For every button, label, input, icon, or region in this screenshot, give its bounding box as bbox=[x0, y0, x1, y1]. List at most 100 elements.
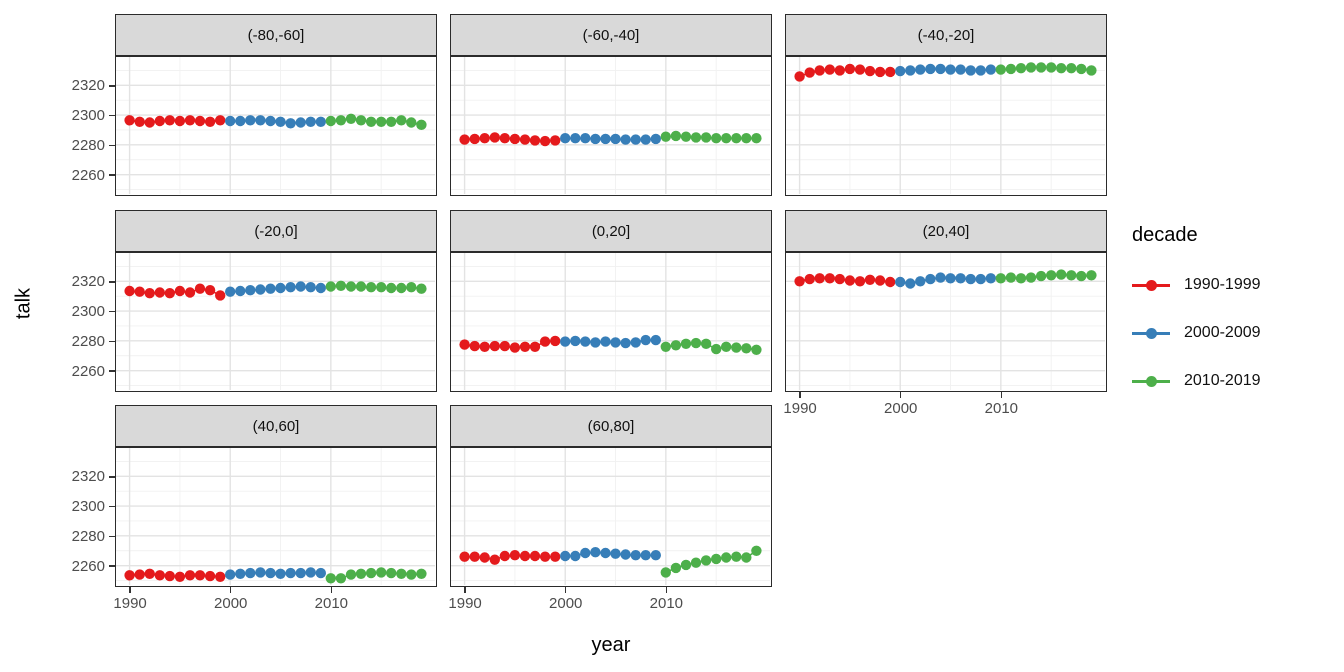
legend-entry-1990s: 1990-1999 bbox=[1132, 275, 1337, 295]
data-point bbox=[550, 135, 561, 146]
data-point bbox=[345, 281, 357, 292]
data-point bbox=[144, 568, 155, 579]
data-point bbox=[741, 552, 752, 563]
y-tick-label: 2260 bbox=[71, 557, 105, 575]
data-point bbox=[194, 570, 206, 581]
data-point bbox=[905, 65, 916, 76]
data-point bbox=[975, 273, 986, 285]
data-point bbox=[325, 281, 336, 292]
data-point bbox=[630, 550, 641, 561]
data-point bbox=[864, 65, 876, 77]
data-point bbox=[255, 115, 266, 126]
x-tick-mark bbox=[564, 587, 567, 593]
data-point bbox=[499, 550, 510, 562]
legend-entry-2000s: 2000-2009 bbox=[1132, 323, 1337, 343]
y-tick-mark bbox=[109, 174, 115, 176]
data-point bbox=[1046, 62, 1057, 73]
data-point bbox=[325, 115, 336, 127]
x-axis-title: year bbox=[591, 634, 631, 656]
data-point bbox=[650, 334, 661, 346]
data-point bbox=[396, 568, 407, 579]
data-point bbox=[134, 569, 145, 580]
data-point bbox=[580, 133, 591, 144]
facet-strip: (60,80] bbox=[450, 405, 772, 447]
data-point bbox=[305, 282, 316, 293]
data-point bbox=[1076, 63, 1087, 75]
x-tick-label: 1990 bbox=[783, 400, 817, 417]
facet-strip: (-80,-60] bbox=[115, 14, 437, 56]
data-point bbox=[610, 548, 621, 559]
data-point bbox=[174, 115, 186, 127]
data-point bbox=[225, 286, 236, 297]
data-point bbox=[365, 567, 377, 579]
data-point bbox=[215, 115, 226, 126]
data-point bbox=[630, 134, 641, 145]
data-point bbox=[489, 554, 500, 565]
data-point bbox=[416, 568, 427, 579]
data-point bbox=[741, 133, 752, 144]
facet-strip-label: (40,60] bbox=[252, 417, 300, 435]
data-point bbox=[396, 115, 407, 126]
data-point bbox=[406, 282, 417, 293]
data-point bbox=[479, 552, 490, 563]
facet-panel bbox=[450, 56, 772, 196]
legend-entry-label: 2000-2009 bbox=[1184, 324, 1261, 341]
data-point bbox=[741, 343, 752, 354]
data-point bbox=[670, 340, 682, 351]
data-point bbox=[184, 570, 196, 581]
x-tick-label: 1990 bbox=[113, 595, 147, 612]
y-tick-label: 2260 bbox=[71, 362, 105, 380]
data-point bbox=[550, 335, 561, 347]
data-point bbox=[955, 64, 966, 75]
data-point bbox=[499, 133, 510, 144]
data-point bbox=[731, 551, 742, 562]
data-point bbox=[355, 568, 367, 579]
facet-plot-area bbox=[116, 253, 435, 390]
legend-key-line-dot-icon bbox=[1132, 371, 1170, 391]
data-point bbox=[1025, 62, 1037, 73]
data-point bbox=[560, 336, 571, 347]
data-point bbox=[700, 555, 712, 566]
facet-strip: (40,60] bbox=[115, 405, 437, 447]
data-point bbox=[519, 550, 531, 562]
facet-plot-area bbox=[786, 57, 1105, 194]
data-point bbox=[225, 569, 236, 580]
data-point bbox=[479, 341, 490, 352]
data-point bbox=[194, 283, 206, 294]
data-point bbox=[721, 341, 732, 352]
data-point bbox=[406, 117, 417, 128]
x-tick-label: 2000 bbox=[884, 400, 918, 417]
data-point bbox=[925, 63, 936, 75]
data-point bbox=[365, 116, 377, 127]
data-point bbox=[1086, 65, 1097, 76]
data-point bbox=[265, 283, 276, 294]
data-point bbox=[184, 115, 196, 126]
facet-strip-label: (20,40] bbox=[922, 222, 970, 240]
data-point bbox=[580, 547, 591, 559]
data-point bbox=[386, 116, 397, 127]
data-point bbox=[194, 115, 206, 127]
facet-panel bbox=[785, 252, 1107, 392]
data-point bbox=[680, 131, 692, 142]
data-point bbox=[235, 568, 246, 579]
data-point bbox=[690, 132, 702, 143]
data-point bbox=[335, 280, 347, 291]
data-point bbox=[235, 285, 246, 297]
data-point bbox=[469, 133, 480, 145]
data-point bbox=[570, 550, 581, 562]
facet-strip: (0,20] bbox=[450, 210, 772, 252]
data-point bbox=[610, 133, 621, 145]
data-point bbox=[539, 135, 551, 147]
legend-entry-label: 2010-2019 bbox=[1184, 372, 1261, 389]
x-tick-mark bbox=[229, 587, 232, 593]
data-point bbox=[600, 336, 611, 347]
data-point bbox=[955, 273, 966, 284]
facet-strip: (-20,0] bbox=[115, 210, 437, 252]
data-point bbox=[225, 115, 236, 127]
data-point bbox=[124, 570, 135, 581]
y-tick-label: 2300 bbox=[71, 107, 105, 125]
data-point bbox=[305, 567, 316, 578]
legend-key-line-dot-icon bbox=[1132, 275, 1170, 295]
x-tick-label: 2010 bbox=[314, 595, 349, 612]
